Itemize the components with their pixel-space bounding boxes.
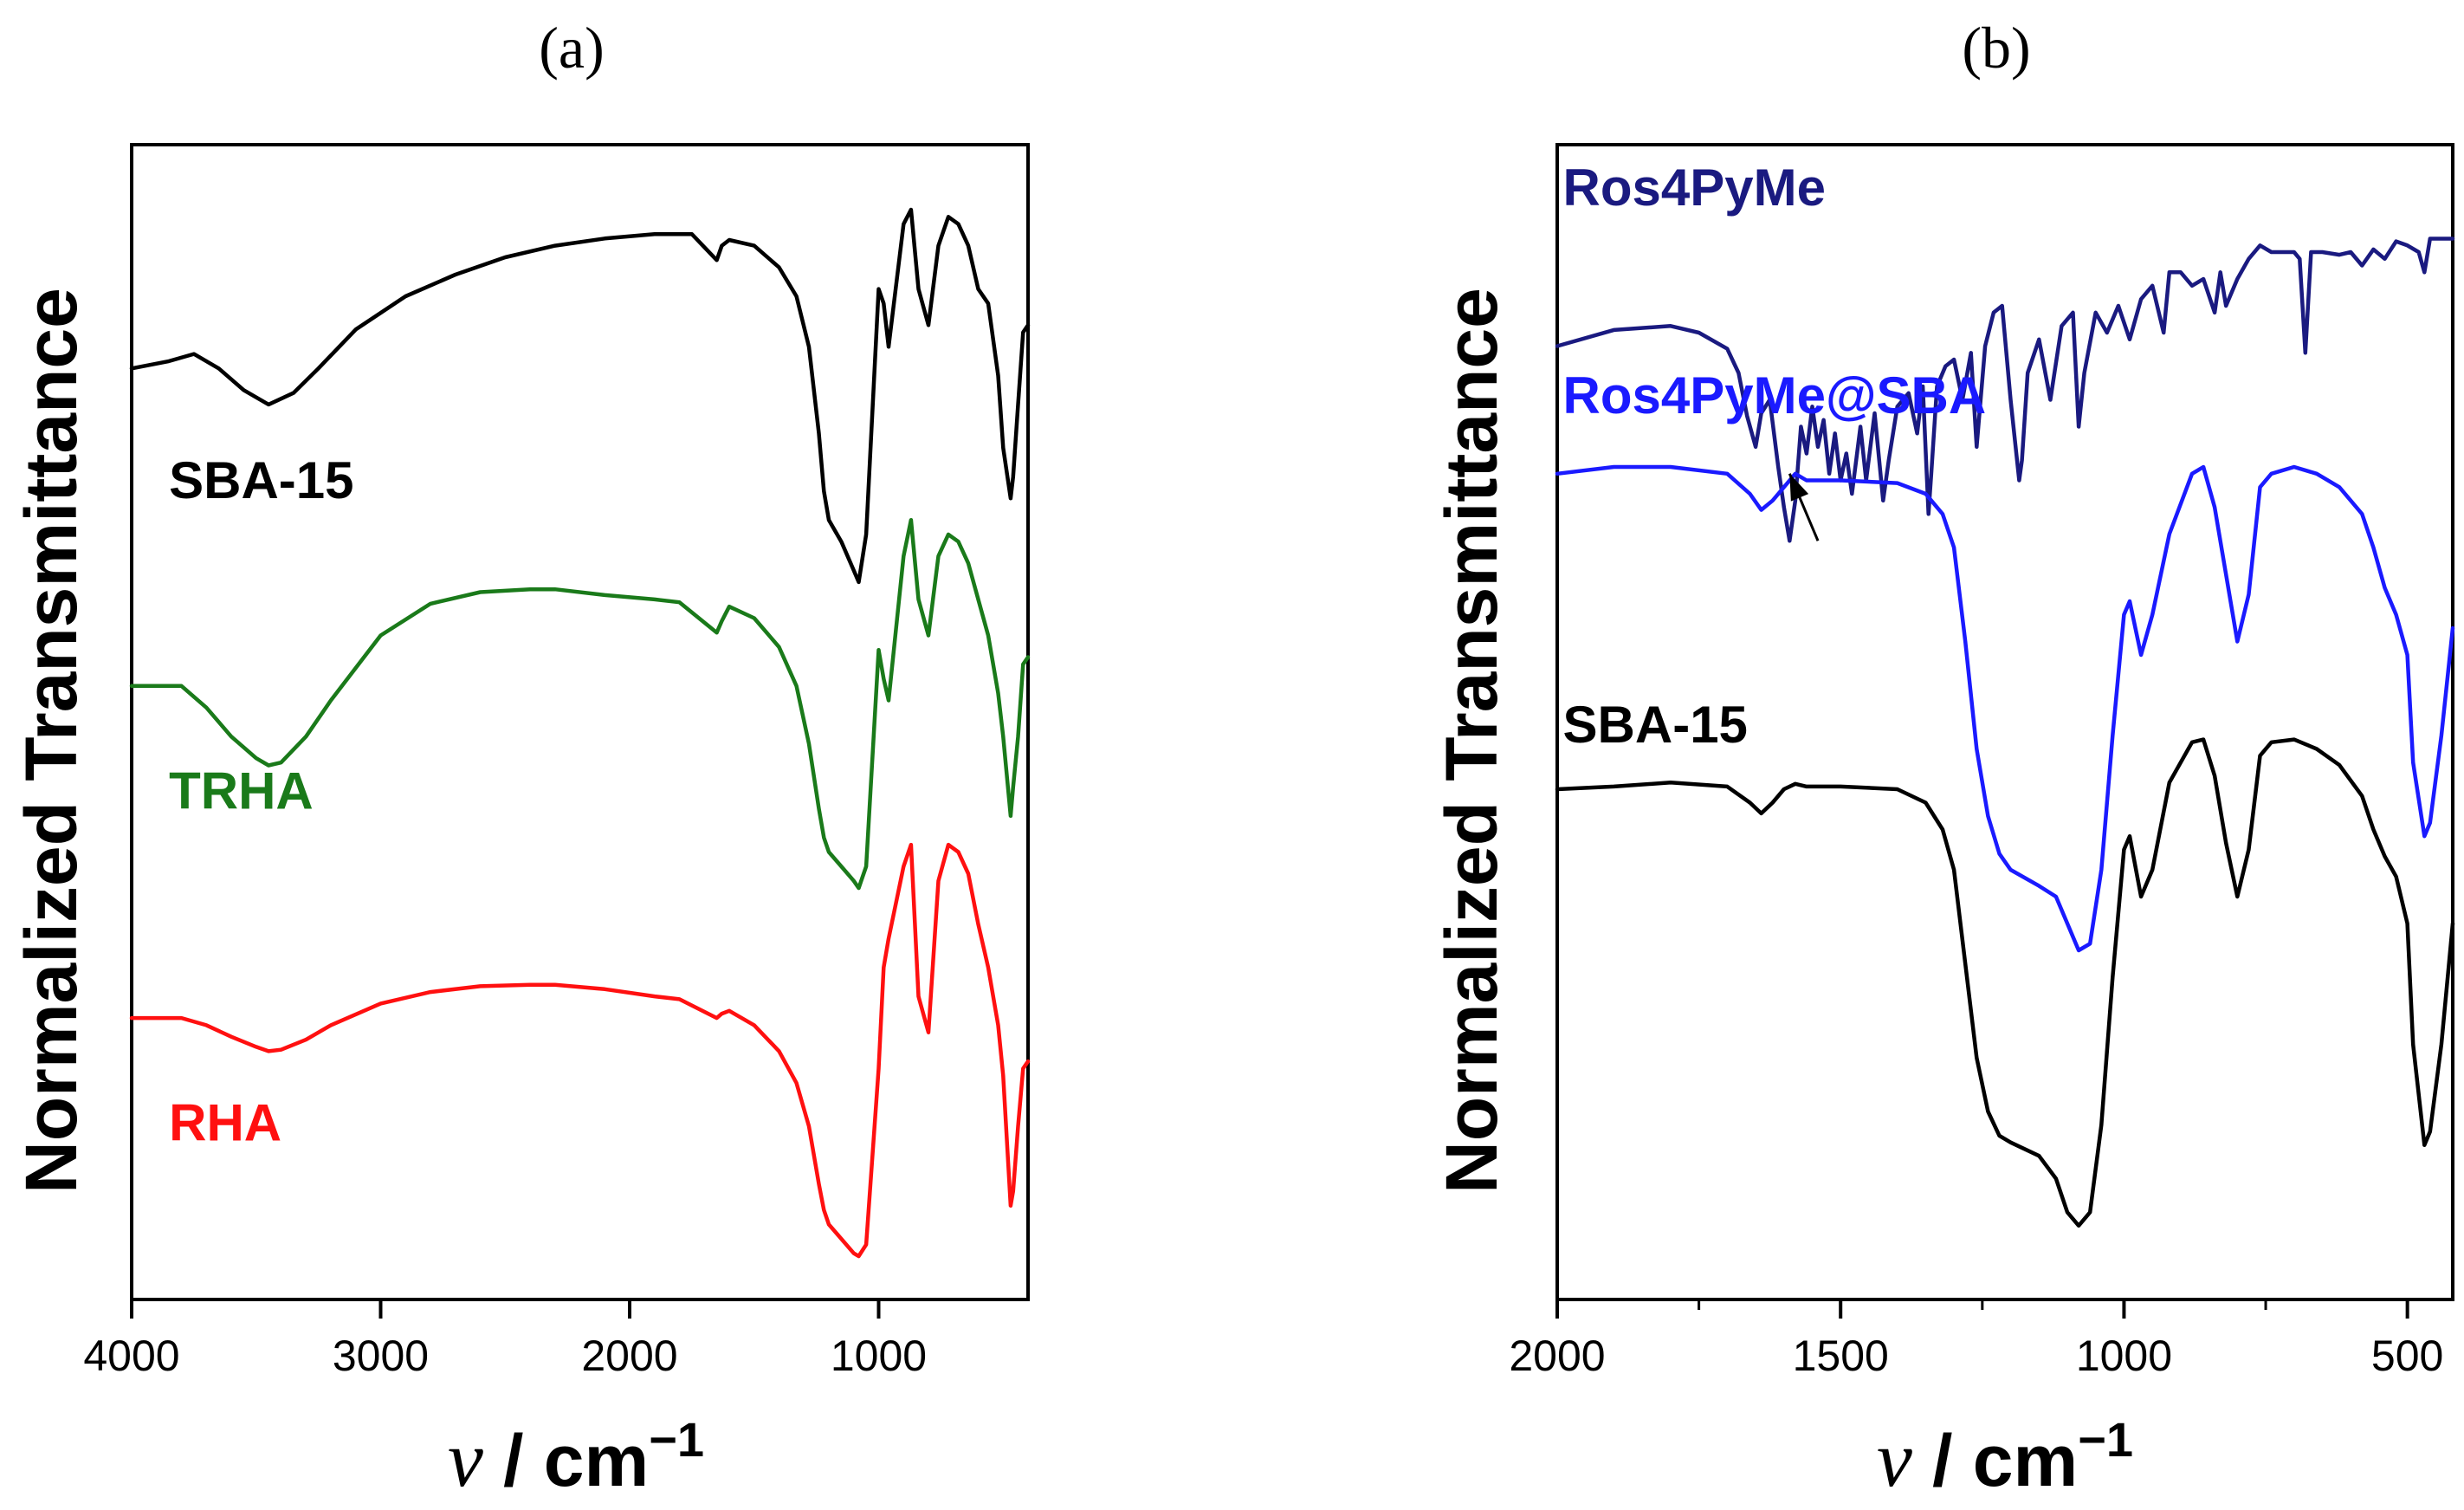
- panel-b-x-axis-symbol: ν: [1877, 1415, 1912, 1503]
- panel-b-x-axis-unit: / cm: [1912, 1420, 2078, 1501]
- panel-a-x-tick-label: 1000: [831, 1332, 927, 1380]
- panel-a-x-axis-label: ν / cm−1: [448, 1412, 704, 1503]
- panel-b-x-axis-label: ν / cm−1: [1877, 1412, 2133, 1503]
- panel-a-x-tick-label: 2000: [581, 1332, 677, 1380]
- panel-b-series-label-ros4pyme-sba: Ros4PyMe@SBA: [1563, 366, 1987, 424]
- panel-b-label: (b): [1962, 15, 2030, 81]
- panel-b-axes-frame: [1555, 143, 2454, 1301]
- panel-b-x-tick-label: 1000: [2076, 1332, 2172, 1380]
- panel-b-x-tick-label: 2000: [1509, 1332, 1605, 1380]
- svg-text:ν / cm−1: ν / cm−1: [1877, 1412, 2133, 1503]
- panel-b-series-line-ros4pyme: [1555, 237, 2455, 543]
- panel-b-annotation-arrow-head: [1789, 473, 1809, 502]
- panel-a-axes-frame: [130, 143, 1030, 1301]
- panel-a-x-tick-label: 4000: [83, 1332, 179, 1380]
- panel-a-x-axis-unit: / cm: [483, 1420, 649, 1501]
- panel-a-x-axis-exponent: −1: [649, 1412, 704, 1467]
- panel-a-x-tick-label: 3000: [333, 1332, 429, 1380]
- svg-text:ν / cm−1: ν / cm−1: [448, 1412, 704, 1503]
- panel-b-series-line-ros4pyme-sba: [1555, 464, 2455, 953]
- panel-b-x-tick-label: 500: [2371, 1332, 2443, 1380]
- panel-b-y-axis-label: Normalized Transmittance: [1431, 288, 1512, 1194]
- panel-b-series-label-sba-15: SBA-15: [1563, 696, 1748, 754]
- panel-a-series-label-rha: RHA: [169, 1094, 281, 1152]
- panel-a-plot-area: 4000 3000 2000 1000 SBA-15 TRHA RHA: [83, 143, 1031, 1380]
- panel-b-plot-area: 2000 1500 1000 500 Ros4PyMe Ros4PyMe@SBA SBA-1…: [1509, 143, 2455, 1380]
- panel-b-series-line-sba-15: [1555, 737, 2455, 1228]
- panel-a-x-axis-symbol: ν: [448, 1415, 483, 1503]
- panel-b-x-tick-label: 1500: [1793, 1332, 1889, 1380]
- panel-a-label: (a): [539, 15, 604, 81]
- panel-a-series-line-trha: [129, 517, 1031, 891]
- panel-b: (b) Normalized Transmittance ν / cm−1 20…: [1431, 15, 2455, 1503]
- panel-a-series-line-sba-15: [129, 207, 1031, 585]
- panel-a-series-line-rha: [129, 842, 1031, 1259]
- panel-b-x-axis-exponent: −1: [2078, 1412, 2133, 1467]
- panel-a-y-axis-label: Normalized Transmittance: [10, 288, 92, 1194]
- panel-a-series-label-sba-15: SBA-15: [169, 451, 353, 509]
- panel-a-series-label-trha: TRHA: [169, 761, 314, 820]
- panel-b-series-label-ros4pyme: Ros4PyMe: [1563, 159, 1826, 217]
- panel-a: (a) Normalized Transmittance ν / cm−1 40…: [10, 15, 1031, 1503]
